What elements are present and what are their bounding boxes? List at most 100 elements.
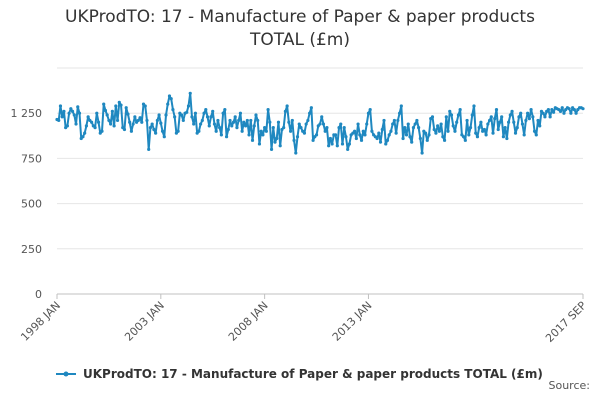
data-point[interactable] xyxy=(160,129,165,133)
data-point[interactable] xyxy=(133,115,137,119)
data-point[interactable] xyxy=(124,106,128,110)
data-point[interactable] xyxy=(112,124,116,128)
data-point[interactable] xyxy=(321,122,326,126)
data-point[interactable] xyxy=(147,147,151,151)
data-point[interactable] xyxy=(235,126,239,130)
data-point[interactable] xyxy=(109,122,113,126)
data-point[interactable] xyxy=(295,135,300,139)
data-point[interactable] xyxy=(269,147,274,151)
data-point[interactable] xyxy=(474,131,478,135)
data-point[interactable] xyxy=(442,138,447,142)
data-point[interactable] xyxy=(181,118,185,123)
data-point[interactable] xyxy=(271,126,275,130)
data-point[interactable] xyxy=(306,118,310,123)
data-point[interactable] xyxy=(218,126,222,130)
data-point[interactable] xyxy=(77,111,82,115)
data-point[interactable] xyxy=(268,120,272,124)
data-point[interactable] xyxy=(231,120,236,124)
data-point[interactable] xyxy=(396,118,400,123)
data-point[interactable] xyxy=(475,135,480,139)
data-point[interactable] xyxy=(115,118,120,123)
data-point[interactable] xyxy=(256,118,260,123)
data-point[interactable] xyxy=(458,107,462,112)
data-point[interactable] xyxy=(185,110,189,114)
data-point[interactable] xyxy=(410,140,414,144)
data-point[interactable] xyxy=(510,109,514,113)
data-point[interactable] xyxy=(536,118,540,123)
data-point[interactable] xyxy=(216,118,220,123)
data-point[interactable] xyxy=(394,131,398,135)
data-point[interactable] xyxy=(240,129,244,133)
data-point[interactable] xyxy=(406,122,410,126)
data-point[interactable] xyxy=(541,111,545,115)
data-point[interactable] xyxy=(413,122,417,126)
data-point[interactable] xyxy=(320,115,324,119)
data-point[interactable] xyxy=(467,133,471,137)
data-point[interactable] xyxy=(257,142,262,146)
data-point[interactable] xyxy=(520,122,525,126)
data-point[interactable] xyxy=(527,117,531,121)
data-point[interactable] xyxy=(128,120,132,124)
data-point[interactable] xyxy=(484,133,488,137)
data-point[interactable] xyxy=(377,131,381,135)
data-point[interactable] xyxy=(143,104,147,108)
data-point[interactable] xyxy=(278,144,282,148)
data-point[interactable] xyxy=(207,124,211,128)
data-point[interactable] xyxy=(263,126,267,130)
data-point[interactable] xyxy=(237,118,241,123)
data-point[interactable] xyxy=(57,118,61,123)
data-point[interactable] xyxy=(308,111,312,115)
data-point[interactable] xyxy=(117,100,121,104)
data-point[interactable] xyxy=(328,136,332,141)
data-point[interactable] xyxy=(245,118,249,123)
data-point[interactable] xyxy=(439,122,443,126)
data-point[interactable] xyxy=(211,109,215,113)
data-point[interactable] xyxy=(204,107,208,112)
data-point[interactable] xyxy=(389,129,393,133)
data-point[interactable] xyxy=(449,113,454,117)
data-point[interactable] xyxy=(470,113,474,117)
data-point[interactable] xyxy=(567,107,571,111)
data-point[interactable] xyxy=(524,118,528,123)
data-point[interactable] xyxy=(356,122,360,126)
data-point[interactable] xyxy=(479,120,483,124)
data-point[interactable] xyxy=(397,111,402,115)
data-point[interactable] xyxy=(287,120,291,124)
data-point[interactable] xyxy=(90,120,94,124)
data-point[interactable] xyxy=(205,115,210,119)
data-point[interactable] xyxy=(526,111,530,115)
data-point[interactable] xyxy=(299,126,303,130)
data-point[interactable] xyxy=(62,109,66,113)
data-point[interactable] xyxy=(162,135,166,139)
data-point[interactable] xyxy=(344,135,348,139)
data-point[interactable] xyxy=(330,142,334,146)
data-point[interactable] xyxy=(238,111,243,115)
data-point[interactable] xyxy=(140,120,144,124)
data-point[interactable] xyxy=(294,151,298,155)
data-point[interactable] xyxy=(399,104,403,108)
data-point[interactable] xyxy=(136,118,140,123)
data-point[interactable] xyxy=(84,124,89,128)
data-point[interactable] xyxy=(302,131,307,135)
data-point[interactable] xyxy=(436,124,440,128)
data-point[interactable] xyxy=(378,140,383,144)
data-point[interactable] xyxy=(202,111,206,115)
data-point[interactable] xyxy=(368,107,372,112)
data-point[interactable] xyxy=(453,129,457,133)
data-point[interactable] xyxy=(465,118,469,123)
data-point[interactable] xyxy=(534,133,538,137)
data-point[interactable] xyxy=(244,124,248,128)
data-point[interactable] xyxy=(487,118,492,123)
data-point[interactable] xyxy=(318,122,322,126)
data-point[interactable] xyxy=(558,109,563,113)
data-point[interactable] xyxy=(259,129,263,133)
data-point[interactable] xyxy=(498,120,502,124)
data-point[interactable] xyxy=(188,91,192,95)
data-point[interactable] xyxy=(314,133,319,137)
data-point[interactable] xyxy=(415,118,419,123)
data-point[interactable] xyxy=(228,118,232,123)
data-point[interactable] xyxy=(223,107,227,112)
data-point[interactable] xyxy=(430,115,435,119)
data-point[interactable] xyxy=(472,104,476,108)
data-point[interactable] xyxy=(572,107,576,112)
